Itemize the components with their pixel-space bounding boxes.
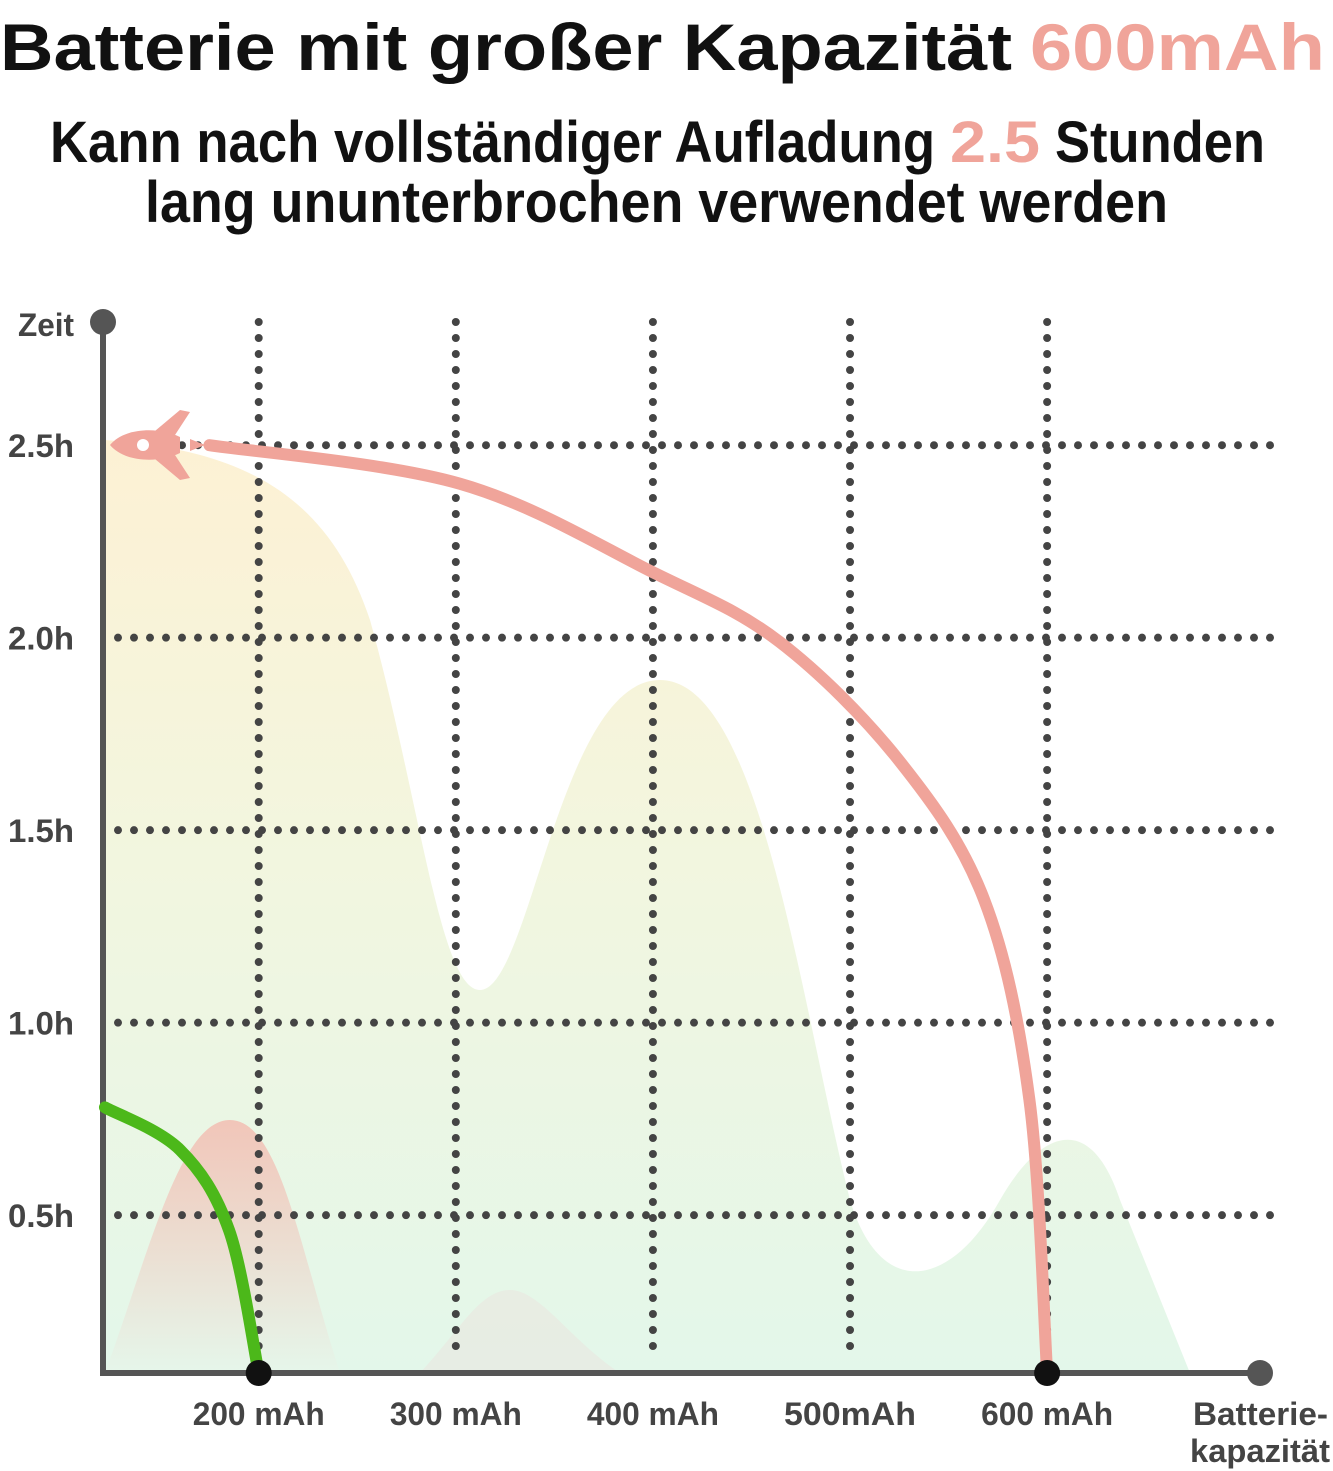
x-tick-label: 200 mAh <box>193 1396 325 1432</box>
axis-end <box>90 309 116 335</box>
y-axis-label: Zeit <box>18 307 74 343</box>
x-tick-label: 300 mAh <box>390 1396 522 1432</box>
x-axis-label: kapazität <box>1190 1433 1330 1469</box>
y-tick-label: 1.5h <box>8 813 74 849</box>
axis-end <box>1247 1360 1273 1386</box>
subtitle: Kann nach vollständiger Aufladung <box>50 110 935 175</box>
hill <box>105 1120 340 1373</box>
x-tick-label: 400 mAh <box>587 1396 719 1432</box>
x-tick-label: 500mAh <box>784 1396 916 1432</box>
title: Batterie mit großer Kapazität <box>0 10 1012 84</box>
curve <box>203 439 1054 1379</box>
x-axis-label: Batterie- <box>1193 1396 1328 1432</box>
rocket <box>110 410 205 480</box>
curve-end <box>245 1360 272 1386</box>
y-tick-label: 1.0h <box>8 1006 74 1042</box>
curve-end <box>1034 1360 1061 1386</box>
hill <box>105 440 1190 1373</box>
subtitle: Stunden <box>1055 110 1265 175</box>
title-highlight: 600mAh <box>1030 10 1325 84</box>
x-tick-label: 600 mAh <box>981 1396 1113 1432</box>
curve <box>98 1101 265 1379</box>
y-tick-label: 0.5h <box>8 1198 74 1234</box>
y-tick-label: 2.0h <box>8 621 74 657</box>
background-hills <box>105 440 1190 1373</box>
hill <box>420 1290 620 1373</box>
subtitle-highlight: 2.5 <box>950 110 1040 175</box>
subtitle: lang ununterbrochen verwendet werden <box>145 170 1168 235</box>
axes <box>90 309 1273 1386</box>
y-tick-label: 2.5h <box>8 428 74 464</box>
